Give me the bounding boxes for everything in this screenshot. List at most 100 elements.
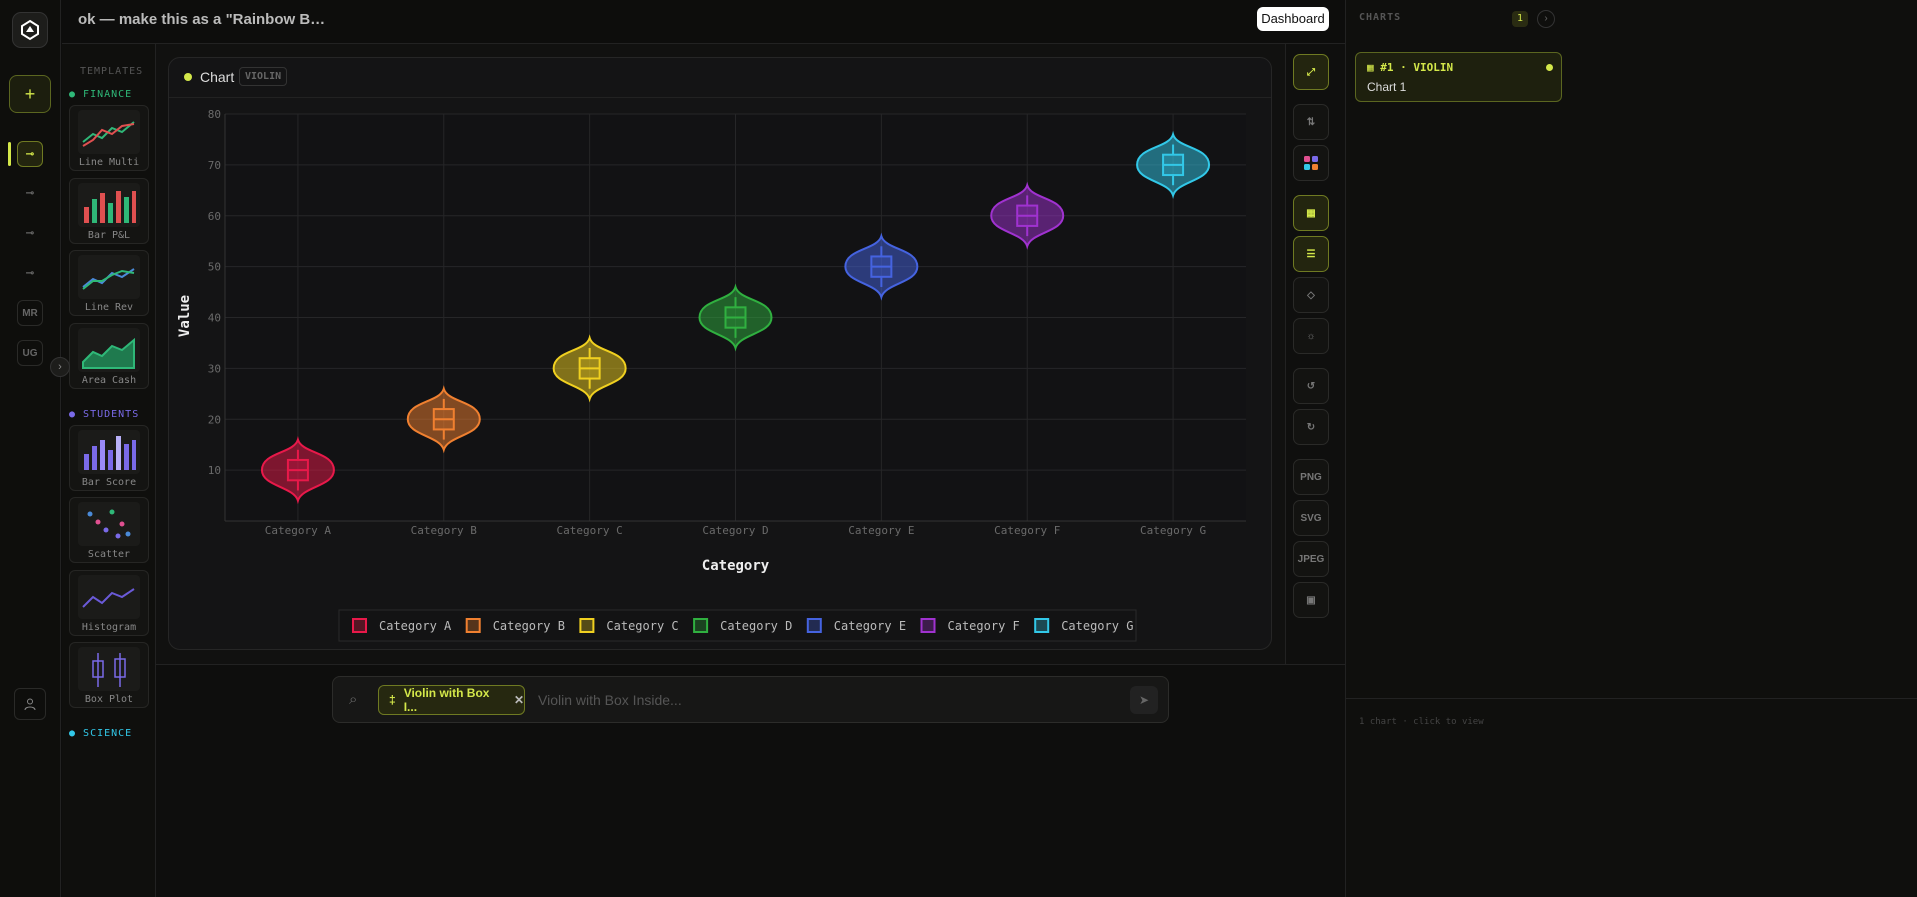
chart-panel: Chart VIOLIN 10 20 30 40 50 60 70 80 Category A C… — [168, 57, 1272, 650]
thumbnail — [78, 255, 140, 299]
templates-title: TEMPLATES — [80, 66, 144, 77]
chart-count: 1 — [1512, 11, 1528, 27]
palette-button[interactable] — [1293, 145, 1329, 181]
y-tick-label: 10 — [208, 464, 221, 477]
x-tick-label: Category G — [1140, 524, 1206, 537]
card-label: ▦ #1 · VIOLIN — [1367, 61, 1454, 74]
user-badge[interactable]: MR — [17, 300, 43, 326]
x-tick-label: Category D — [702, 524, 768, 537]
palette-icon — [1304, 156, 1318, 170]
dashboard-button[interactable]: Dashboard — [1257, 7, 1329, 31]
collapse-toggle[interactable]: › — [50, 357, 70, 377]
send-button[interactable]: ➤ — [1130, 686, 1158, 714]
panel-footer: 1 chart · click to view — [1359, 717, 1484, 727]
template-card[interactable]: Line Rev — [69, 250, 149, 316]
template-label: Bar Score — [81, 477, 137, 488]
template-label: Area Cash — [81, 375, 137, 386]
template-label: Line Multi — [78, 157, 140, 168]
logo-icon — [21, 19, 39, 41]
legend-label: Category C — [606, 619, 678, 633]
legend-label: Category B — [493, 619, 565, 633]
key-button[interactable]: ⊸ — [25, 187, 35, 199]
chart-card[interactable]: ▦ #1 · VIOLIN Chart 1 — [1355, 52, 1562, 102]
y-tick-label: 30 — [208, 362, 221, 375]
key-button[interactable]: ⊸ — [17, 141, 43, 167]
template-label: Scatter — [87, 549, 131, 560]
save-button[interactable]: ▣ — [1293, 582, 1329, 618]
group-name: FINANCE — [83, 89, 133, 100]
chip-icon: ‡ — [389, 693, 396, 707]
legend — [338, 609, 1137, 642]
x-axis-label: Category — [702, 558, 770, 574]
y-tick-label: 20 — [208, 413, 221, 426]
templates-sidebar: TEMPLATES ● FINANCE Line Multi Bar P&L L… — [62, 44, 156, 897]
prompt-title: ok — make this as a "Rainbow B… — [78, 11, 326, 28]
card-name: Chart 1 — [1367, 80, 1407, 94]
y-tick-label: 40 — [208, 312, 221, 325]
template-card[interactable]: Scatter — [69, 497, 149, 563]
export-jpeg[interactable]: JPEG — [1293, 541, 1329, 577]
chip-close[interactable]: ✕ — [513, 693, 524, 707]
y-tick-label: 60 — [208, 210, 221, 223]
group-title: ● STUDENTS — [69, 409, 140, 420]
x-tick-label: Category C — [557, 524, 623, 537]
charts-panel: CHARTS 1 › ▦ #1 · VIOLIN Chart 1 1 chart… — [1345, 0, 1917, 897]
logo[interactable] — [12, 12, 48, 48]
thumbnail — [78, 647, 140, 691]
x-tick-label: Category F — [994, 524, 1060, 537]
active-indicator — [8, 142, 11, 166]
template-card[interactable]: Histogram — [69, 570, 149, 636]
template-label: Bar P&L — [87, 230, 131, 241]
card-dot — [1546, 64, 1553, 71]
legend-label: Category G — [1061, 619, 1133, 633]
grid-button[interactable]: ▦ — [1293, 195, 1329, 231]
y-tick-label: 80 — [208, 108, 221, 121]
user-badge[interactable]: UG — [17, 340, 43, 366]
chip-label: Violin with Box I... — [403, 686, 490, 714]
template-card[interactable]: Line Multi — [69, 105, 149, 171]
nav-rail: + ⊸ ⊸ ⊸ ⊸ MR UG — [0, 0, 61, 897]
legend-swatch — [579, 618, 595, 633]
x-tick-label: Category A — [265, 524, 332, 537]
group-name: SCIENCE — [83, 728, 133, 739]
key-button[interactable]: ⊸ — [25, 227, 35, 239]
status-dot — [184, 73, 192, 81]
template-chip[interactable]: ‡ Violin with Box I... ✕ — [378, 685, 525, 715]
composer-input[interactable]: Violin with Box Inside... — [538, 692, 682, 708]
type-badge: VIOLIN — [239, 67, 288, 86]
template-card[interactable]: Bar Score — [69, 425, 149, 491]
footer-divider — [1346, 698, 1917, 699]
top-bar: ok — make this as a "Rainbow B… Dashboar… — [62, 0, 1345, 44]
legend-button[interactable]: ☰ — [1293, 236, 1329, 272]
template-label: Histogram — [81, 622, 137, 633]
group-name: STUDENTS — [83, 409, 140, 420]
new-button[interactable]: + — [9, 75, 51, 113]
attach-button[interactable]: ⌕ — [349, 691, 358, 708]
redo-button[interactable]: ↻ — [1293, 409, 1329, 445]
template-card[interactable]: Area Cash — [69, 323, 149, 389]
panel-toggle[interactable]: › — [1537, 10, 1555, 28]
key-button[interactable]: ⊸ — [25, 267, 35, 279]
legend-label: Category D — [720, 619, 792, 633]
panel-header: Chart VIOLIN — [169, 58, 1271, 98]
swap-button[interactable]: ⇅ — [1293, 104, 1329, 140]
y-tick-label: 70 — [208, 159, 221, 172]
y-axis-label: Value — [177, 295, 193, 337]
template-label: Line Rev — [84, 302, 134, 313]
template-card[interactable]: Bar P&L — [69, 178, 149, 244]
y-tick-label: 50 — [208, 261, 221, 274]
legend-label: Category E — [834, 619, 906, 633]
template-label: Box Plot — [84, 694, 134, 705]
profile-icon — [24, 698, 36, 711]
legend-swatch — [465, 618, 481, 633]
theme-button[interactable]: ☼ — [1293, 318, 1329, 354]
label-button[interactable]: ◇ — [1293, 277, 1329, 313]
thumbnail — [78, 575, 140, 619]
undo-button[interactable]: ↺ — [1293, 368, 1329, 404]
expand-button[interactable]: ⤢ — [1293, 54, 1329, 90]
template-card[interactable]: Box Plot — [69, 642, 149, 708]
export-png[interactable]: PNG — [1293, 459, 1329, 495]
profile-button[interactable] — [14, 688, 46, 720]
export-svg[interactable]: SVG — [1293, 500, 1329, 536]
